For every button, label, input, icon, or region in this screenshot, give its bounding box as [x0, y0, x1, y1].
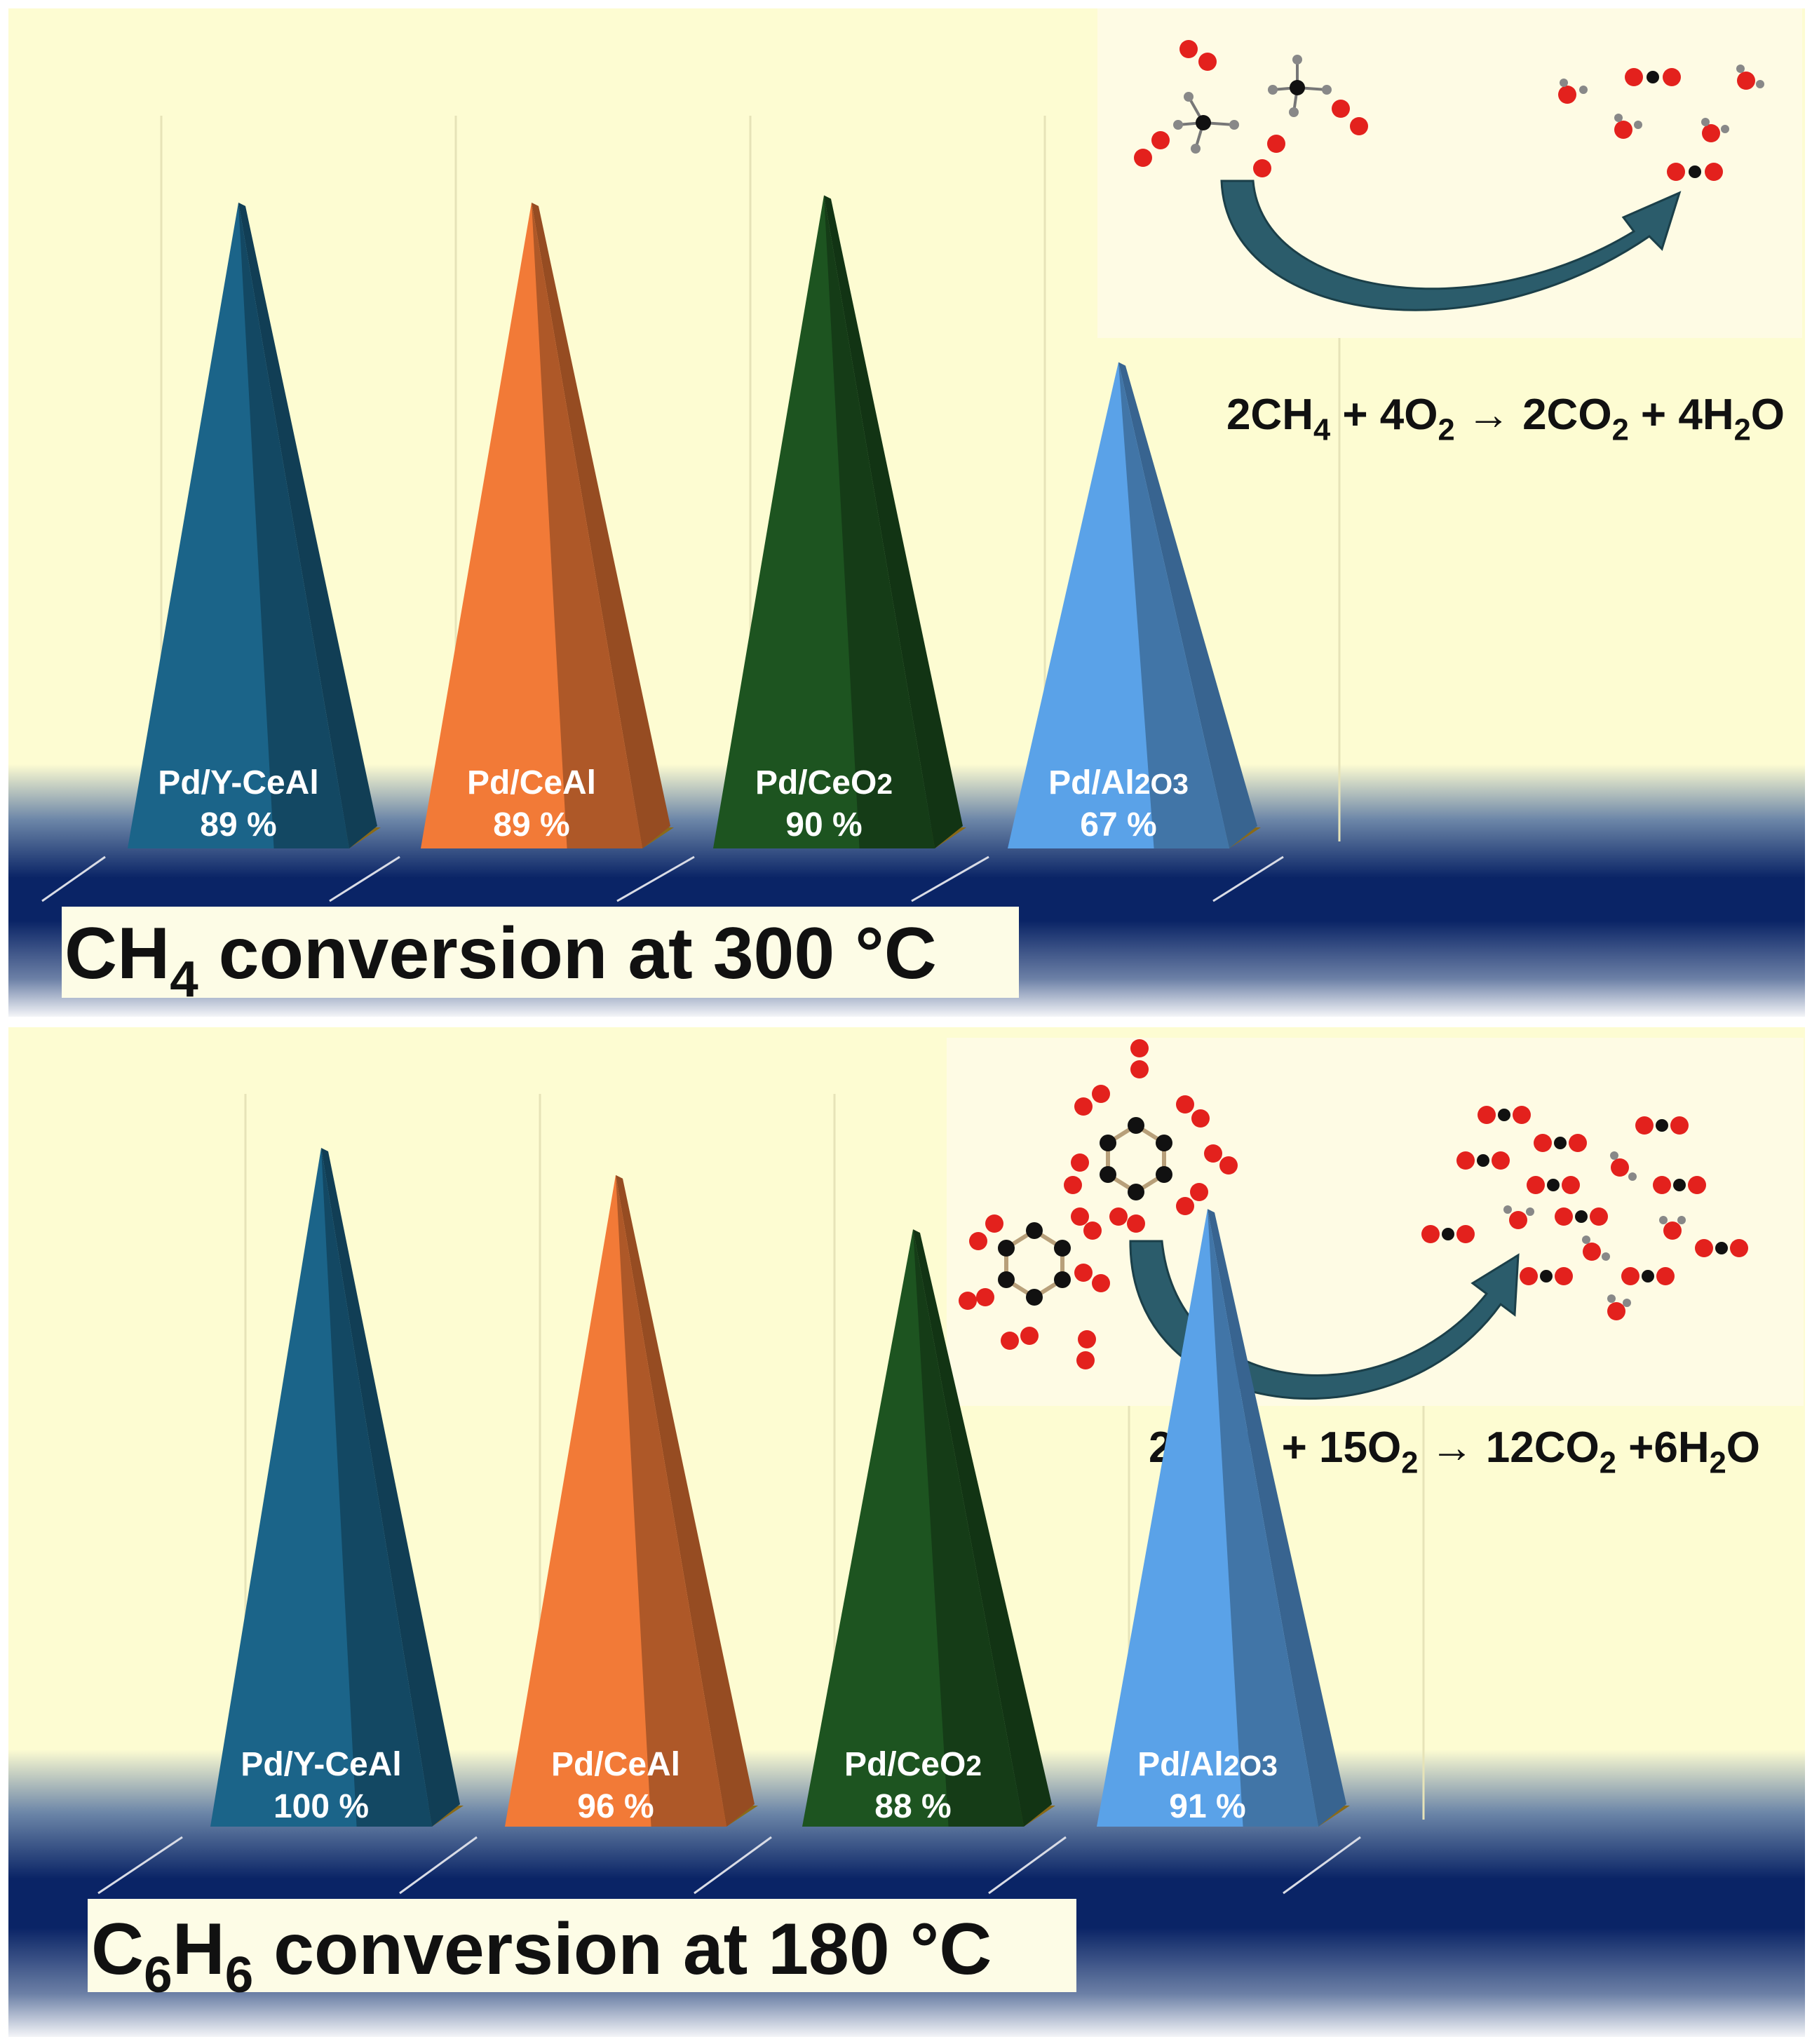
value-label: 91 % [1169, 1788, 1245, 1825]
pyramid-side-face [913, 1229, 1052, 1827]
floor-line [1283, 1836, 1361, 1895]
pyramid-bar: Pd/Al2O3 91 % [1097, 1209, 1350, 1827]
title-background [88, 1899, 1076, 1992]
molecule-group [959, 1039, 1748, 1369]
value-label: 88 % [874, 1788, 951, 1825]
category-label: Pd/CeAl [467, 764, 596, 801]
pyramid-bar: Pd/CeAl 96 % [505, 1175, 758, 1827]
category-label: Pd/Al2O3 [1137, 1746, 1278, 1783]
value-label: 89 % [493, 806, 569, 844]
floor-line [988, 1836, 1067, 1895]
pyramid-shade-face [913, 1229, 1024, 1827]
floor-line [616, 855, 695, 902]
pyramid-bar: Pd/Y-CeAl 100 % [210, 1148, 464, 1827]
pyramid-side-face [321, 1148, 460, 1827]
pyramid-side-face [616, 1175, 755, 1827]
pyramid-shade-face [238, 202, 349, 849]
pyramid-side-face [1118, 362, 1257, 848]
floor-lines [41, 855, 1284, 902]
pyramid-shade-face [532, 202, 642, 849]
value-label: 100 % [273, 1788, 369, 1825]
molecule-group [1134, 40, 1764, 181]
value-label: 67 % [1080, 806, 1156, 844]
pyramid-shade-face [321, 1148, 432, 1827]
pyramid-side-face [238, 202, 377, 849]
reaction-equation: 2CH4 + 4O2 → 2CO2 + 4H2O [1226, 391, 1785, 447]
category-label: Pd/Al2O3 [1048, 764, 1189, 801]
reaction-scheme: 2CH4 + 4O2 → 2CO2 + 4H2O [1097, 8, 1802, 447]
category-label: Pd/CeO2 [844, 1746, 982, 1783]
reaction-arrow [1220, 180, 1682, 311]
pyramid-bar: Pd/Al2O3 67 % [1008, 362, 1261, 848]
pyramid-bars: Pd/Y-CeAl 89 % Pd/CeAl 89 % Pd/CeO2 90 % Pd/Al… [128, 195, 1261, 849]
carbon-atom [1290, 80, 1305, 95]
carbon-atom [1196, 115, 1211, 130]
floor-line [911, 855, 989, 902]
chart-title: CH4 conversion at 300 °C [65, 913, 937, 1008]
title-background [62, 907, 1019, 998]
floor-lines [97, 1836, 1361, 1895]
category-label: Pd/CeAl [551, 1746, 680, 1783]
pyramid-bar: Pd/Y-CeAl 89 % [128, 202, 381, 849]
pyramid-bar: Pd/CeAl 89 % [421, 202, 674, 849]
pyramid-bars: Pd/Y-CeAl 100 % Pd/CeAl 96 % Pd/CeO2 88 % Pd/A… [210, 1148, 1350, 1827]
floor-line [399, 1836, 478, 1895]
oxygen-atom [1179, 40, 1198, 58]
floor-line [97, 1836, 183, 1895]
category-label: Pd/Y-CeAl [158, 764, 318, 801]
pyramid-side-face [1208, 1209, 1346, 1827]
floor-line [329, 855, 400, 902]
floor-line [694, 1836, 772, 1895]
pyramid-bar: Pd/CeO2 90 % [713, 195, 966, 848]
floor-line [41, 855, 106, 902]
value-label: 89 % [200, 806, 276, 844]
reaction-scheme: 2C6H6 + 15O2 → 12CO2 +6H2O [947, 1038, 1804, 1480]
value-label: 90 % [785, 806, 862, 844]
c6h6-panel: 2C6H6 + 15O2 → 12CO2 +6H2O Pd/Y-CeAl 100 … [8, 1027, 1805, 2037]
category-label: Pd/Y-CeAl [241, 1746, 401, 1783]
category-label: Pd/CeO2 [755, 764, 893, 801]
pyramid-shade-face [1208, 1209, 1318, 1827]
value-label: 96 % [577, 1788, 654, 1825]
pyramid-side-face [824, 195, 963, 848]
pyramid-bar: Pd/CeO2 88 % [802, 1229, 1055, 1827]
pyramid-shade-face [824, 195, 935, 848]
pyramid-side-face [532, 202, 670, 849]
floor-line [1212, 855, 1284, 902]
chart-title: C6H6 conversion at 180 °C [91, 1909, 992, 2003]
pyramid-shade-face [1118, 362, 1229, 848]
pyramid-shade-face [616, 1175, 726, 1827]
